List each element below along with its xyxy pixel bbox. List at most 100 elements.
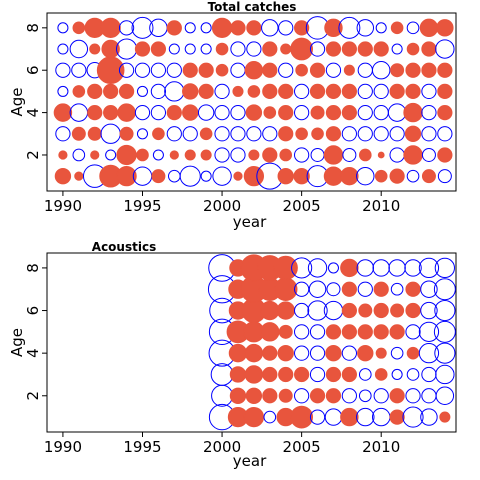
panel-total-catches: Total catches year Age 1990 1995 2000 2005 2010… bbox=[8, 0, 457, 231]
residual-point-negative bbox=[341, 388, 357, 404]
residual-point-positive bbox=[247, 85, 261, 98]
residual-point-negative bbox=[418, 257, 440, 279]
residual-point-positive bbox=[243, 406, 265, 428]
residual-point-positive bbox=[389, 388, 405, 404]
residual-point-positive bbox=[341, 41, 357, 57]
residual-point-positive bbox=[89, 43, 101, 55]
residual-point-positive bbox=[325, 126, 342, 142]
residual-point-negative bbox=[230, 104, 246, 121]
residual-point-negative bbox=[200, 43, 212, 55]
residual-point-negative bbox=[212, 166, 232, 186]
residual-point-negative bbox=[278, 62, 294, 78]
residual-point-positive bbox=[357, 344, 374, 362]
residual-point-negative bbox=[309, 324, 326, 340]
residual-point-negative bbox=[307, 300, 328, 321]
residual-point-positive bbox=[53, 103, 73, 122]
residual-point-negative bbox=[324, 408, 343, 426]
x-tick-label: 1990 bbox=[44, 438, 82, 456]
residual-point-positive bbox=[166, 20, 182, 36]
residual-point-negative bbox=[230, 62, 246, 78]
residual-point-positive bbox=[278, 388, 293, 403]
residual-point-negative bbox=[214, 104, 230, 121]
residual-point-negative bbox=[134, 104, 151, 121]
residual-point-negative bbox=[136, 85, 149, 97]
residual-point-positive bbox=[211, 17, 233, 38]
residual-point-positive bbox=[325, 104, 342, 121]
residual-point-positive bbox=[341, 281, 357, 297]
residual-point-negative bbox=[230, 126, 246, 142]
residual-point-negative bbox=[71, 62, 87, 78]
residual-point-negative bbox=[294, 324, 310, 340]
residual-point-negative bbox=[100, 123, 121, 144]
residual-point-negative bbox=[434, 257, 455, 279]
residual-point-positive bbox=[119, 126, 134, 141]
residual-point-positive bbox=[294, 366, 310, 383]
residual-point-negative bbox=[373, 126, 389, 142]
residual-point-negative bbox=[420, 280, 438, 298]
residual-point-positive bbox=[357, 324, 373, 340]
residual-point-negative bbox=[389, 147, 405, 163]
residual-point-positive bbox=[373, 324, 389, 340]
y-tick-label: 4 bbox=[24, 108, 42, 118]
y-tick-label: 6 bbox=[24, 306, 42, 316]
residual-point-negative bbox=[390, 346, 404, 360]
residual-point-negative bbox=[342, 147, 357, 162]
residual-point-negative bbox=[200, 22, 212, 34]
residual-point-negative bbox=[357, 126, 373, 142]
residual-point-negative bbox=[373, 104, 389, 121]
residual-point-positive bbox=[290, 37, 314, 61]
residual-point-positive bbox=[198, 83, 214, 100]
residual-point-positive bbox=[118, 83, 135, 100]
residual-point-positive bbox=[389, 409, 405, 425]
residual-point-negative bbox=[307, 258, 328, 278]
residual-point-negative bbox=[391, 368, 403, 380]
residual-point-negative bbox=[118, 20, 135, 36]
residual-point-positive bbox=[325, 388, 342, 404]
residual-point-positive bbox=[263, 106, 277, 119]
residual-point-positive bbox=[116, 166, 137, 187]
residual-point-positive bbox=[340, 407, 359, 427]
residual-point-positive bbox=[262, 388, 278, 404]
residual-point-negative bbox=[310, 147, 325, 162]
residual-point-negative bbox=[69, 39, 89, 59]
residual-point-negative bbox=[388, 259, 406, 277]
residual-point-negative bbox=[421, 147, 436, 162]
residual-point-positive bbox=[182, 83, 199, 100]
residual-point-positive bbox=[229, 387, 247, 404]
residual-point-negative bbox=[309, 366, 326, 383]
residual-point-negative bbox=[420, 408, 438, 426]
residual-point-negative bbox=[358, 389, 372, 403]
residual-point-positive bbox=[309, 388, 326, 404]
residual-point-negative bbox=[326, 282, 341, 297]
residual-point-negative bbox=[184, 43, 196, 55]
residual-point-positive bbox=[405, 62, 421, 78]
residual-point-negative bbox=[421, 388, 437, 404]
residual-point-positive bbox=[357, 41, 373, 57]
residual-point-negative bbox=[131, 16, 154, 39]
residual-point-positive bbox=[260, 322, 280, 342]
residual-point-positive bbox=[228, 343, 248, 363]
residual-point-negative bbox=[211, 384, 234, 407]
residual-point-negative bbox=[294, 345, 310, 361]
residual-point-positive bbox=[244, 60, 264, 80]
residual-point-positive bbox=[90, 150, 100, 160]
residual-point-positive bbox=[248, 149, 260, 161]
residual-point-negative bbox=[421, 126, 437, 142]
residual-point-positive bbox=[245, 387, 263, 404]
residual-point-positive bbox=[246, 20, 262, 36]
residual-point-positive bbox=[389, 168, 405, 184]
residual-point-negative bbox=[168, 169, 181, 183]
residual-point-positive bbox=[244, 343, 264, 363]
x-tick-label: 1995 bbox=[123, 438, 161, 456]
residual-point-positive bbox=[277, 344, 294, 362]
plot-frame bbox=[46, 12, 457, 192]
residual-point-negative bbox=[55, 126, 71, 142]
residual-point-positive bbox=[341, 324, 357, 340]
plot-frame bbox=[46, 252, 457, 433]
residual-point-positive bbox=[71, 126, 86, 141]
residual-point-positive bbox=[323, 166, 344, 186]
residual-point-negative bbox=[291, 257, 313, 279]
residual-point-positive bbox=[323, 145, 344, 165]
residual-point-positive bbox=[341, 83, 357, 100]
